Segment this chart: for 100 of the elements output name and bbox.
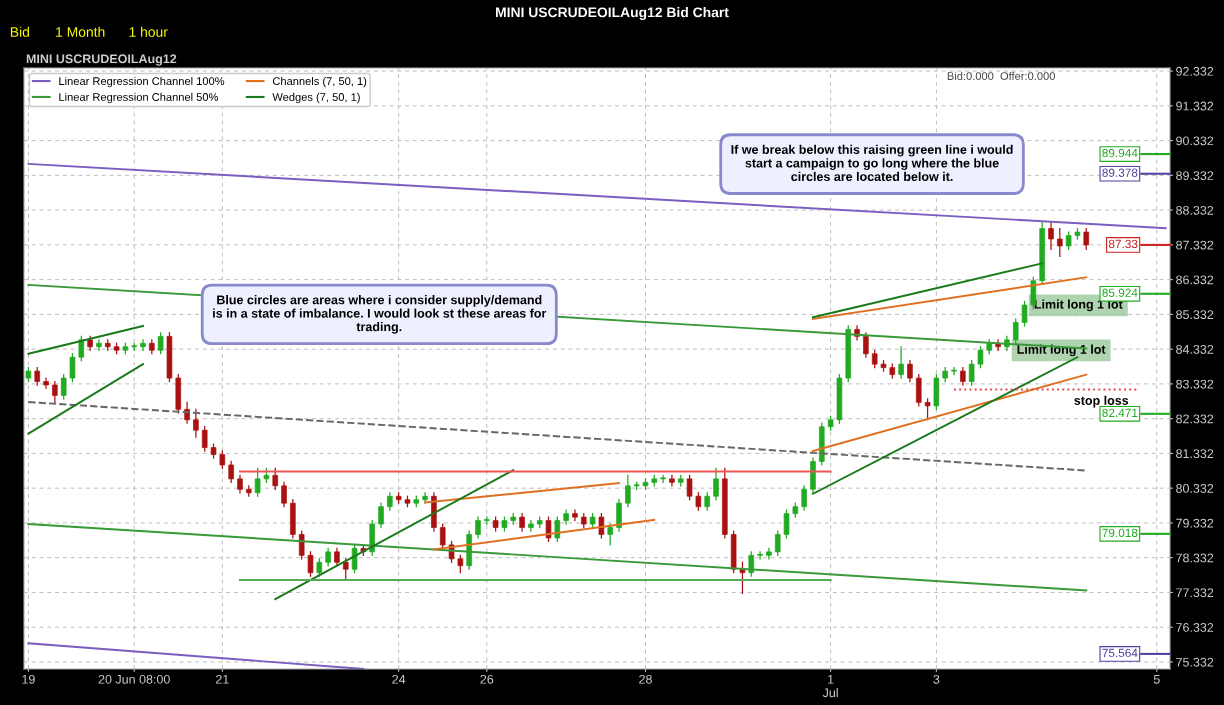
candlestick — [307, 551, 314, 577]
candlestick — [598, 512, 605, 539]
y-tick-label: 91.332 — [1176, 101, 1214, 111]
candlestick — [351, 544, 358, 574]
annotation: Blue circles are areas where i consider supply/demand is in a state of imbalance. I would look st these areas for trading. — [213, 295, 547, 334]
legend-label: Linear Regression Channel 100% — [59, 76, 225, 88]
candlestick — [228, 460, 234, 483]
candlestick — [554, 516, 561, 543]
x-tick-label: 28 — [639, 674, 652, 684]
candlestick — [43, 377, 49, 390]
x-tick-label: 19 — [22, 674, 35, 684]
candlestick — [1048, 221, 1054, 251]
ref-line-label: 75.564 — [1102, 648, 1138, 658]
candlestick — [475, 516, 481, 539]
y-tick-label: 86.332 — [1176, 275, 1214, 285]
candlestick — [378, 502, 384, 529]
candlestick — [96, 339, 102, 351]
y-tick-label: 81.332 — [1176, 449, 1214, 459]
candlestick — [563, 509, 569, 525]
y-tick-label: 75.332 — [1176, 657, 1214, 667]
annotation: If we break below this raising green line i would start a campaign to go long where the blue circles are located below it. — [731, 144, 1013, 182]
x-tick-label: 3 — [933, 674, 940, 684]
ref-line-label: 89.944 — [1102, 148, 1138, 158]
ref-line-label: 89.378 — [1102, 168, 1138, 177]
y-tick-label: 90.332 — [1176, 136, 1214, 146]
candlestick — [660, 474, 666, 483]
annotation: stop loss — [1074, 395, 1129, 408]
text: 1 hour — [129, 26, 168, 37]
y-tick-label: 77.332 — [1176, 588, 1214, 598]
chart-subtitle: MINI USCRUDEOILAug12 — [26, 54, 177, 66]
y-tick-label: 76.332 — [1176, 623, 1214, 632]
candlestick — [422, 492, 428, 504]
x-tick-label: 5 — [1153, 675, 1160, 684]
candlestick — [783, 509, 790, 539]
candlestick — [977, 346, 984, 369]
candlestick — [924, 398, 931, 421]
candlestick — [78, 335, 85, 362]
y-tick-label: 92.332 — [1176, 66, 1214, 76]
legend-label: Wedges (7, 50, 1) — [272, 92, 360, 104]
candlestick — [669, 474, 675, 487]
ref-line-label: 85.924 — [1102, 288, 1138, 297]
candlestick — [60, 373, 67, 400]
text: Bid — [10, 26, 29, 37]
candlestick — [254, 467, 261, 497]
candlestick — [1057, 227, 1063, 258]
candlestick — [748, 551, 755, 577]
candlestick — [528, 519, 534, 532]
candlestick — [52, 380, 58, 404]
candlestick — [298, 530, 305, 560]
candlestick — [572, 509, 578, 522]
y-tick-label: 79.332 — [1176, 518, 1214, 528]
y-tick-label: 89.332 — [1176, 171, 1214, 180]
y-tick-label: 83.332 — [1176, 379, 1214, 389]
x-tick-label: 24 — [392, 674, 406, 684]
candlestick — [766, 547, 772, 560]
candlestick — [774, 530, 781, 556]
y-tick-label: 78.332 — [1176, 553, 1214, 563]
candlestick — [1012, 318, 1019, 344]
legend-label: Channels (7, 50, 1) — [272, 76, 367, 88]
text: 1 Month — [56, 26, 105, 37]
ref-line-label: 79.018 — [1102, 528, 1138, 538]
candlestick — [713, 467, 719, 501]
candlestick — [201, 426, 208, 452]
ref-line-label: 82.471 — [1102, 408, 1138, 417]
x-tick-label: 21 — [216, 674, 229, 684]
candlestick — [193, 408, 199, 438]
candlestick — [607, 523, 613, 546]
candlestick — [757, 551, 763, 560]
chart-title: MINI USCRUDEOILAug12 Bid Chart — [496, 7, 729, 21]
candlestick — [439, 523, 446, 550]
candlestick — [272, 467, 279, 490]
candlestick — [342, 558, 349, 581]
y-tick-label: 87.332 — [1176, 240, 1214, 250]
y-tick-label: 88.332 — [1176, 205, 1214, 215]
candlestick — [1021, 300, 1028, 327]
x-tick-label: 20 Jun 08:00 — [98, 674, 170, 684]
y-tick-label: 82.332 — [1176, 414, 1214, 424]
candlestick — [686, 474, 693, 501]
ref-line-label: 87.33 — [1108, 239, 1138, 249]
candlestick — [545, 516, 552, 543]
legend-label: Linear Regression Channel 50% — [59, 92, 219, 104]
annotation: Bid:0.000 Offer:0.000 — [947, 71, 1055, 80]
candlestick — [140, 339, 146, 351]
x-tick-label: 26 — [480, 674, 494, 684]
candlestick — [157, 332, 164, 355]
candlestick — [898, 346, 904, 379]
y-tick-label: 84.332 — [1176, 344, 1214, 354]
candlestick — [863, 332, 869, 358]
candlestick — [281, 481, 287, 508]
candlestick — [625, 474, 631, 508]
candlestick — [907, 360, 913, 383]
y-tick-label: 85.332 — [1176, 310, 1214, 320]
candlestick — [968, 360, 975, 386]
candlestick — [69, 353, 76, 383]
candlestick — [951, 367, 957, 376]
candlestick — [801, 485, 807, 511]
x-tick-label: 1 Jul — [822, 675, 838, 698]
candlestick — [739, 561, 746, 595]
candlestick — [1083, 227, 1090, 251]
y-tick-label: 80.332 — [1176, 483, 1214, 493]
